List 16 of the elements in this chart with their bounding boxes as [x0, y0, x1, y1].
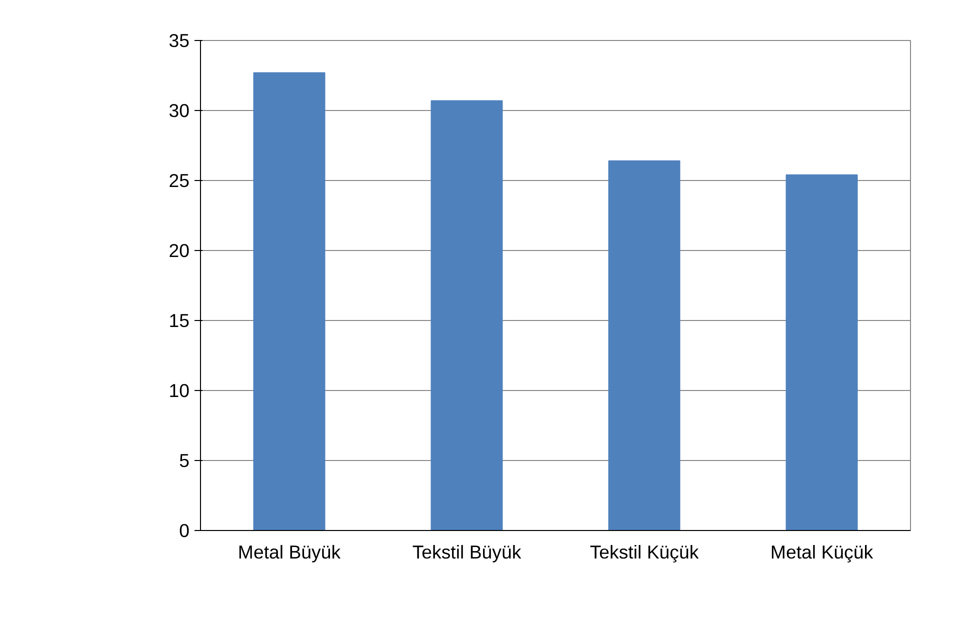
y-tick-label: 35 [168, 30, 190, 51]
y-tick-label: 20 [168, 240, 190, 261]
y-tick-label: 25 [168, 170, 190, 191]
y-tick-label: 0 [179, 520, 190, 541]
x-tick-label: Tekstil Küçük [590, 542, 700, 562]
y-tick-label: 10 [168, 380, 190, 401]
bar [430, 100, 503, 530]
y-tick-label: 30 [168, 100, 190, 121]
y-tick-label: 15 [168, 310, 190, 331]
x-tick-label: Tekstil Büyük [412, 542, 522, 562]
bar [608, 160, 680, 530]
bar [253, 72, 326, 530]
x-tick-label: Metal Büyük [238, 542, 342, 562]
y-tick-label: 5 [179, 450, 190, 471]
x-tick-label: Metal Küçük [770, 542, 874, 562]
bar [786, 174, 858, 530]
